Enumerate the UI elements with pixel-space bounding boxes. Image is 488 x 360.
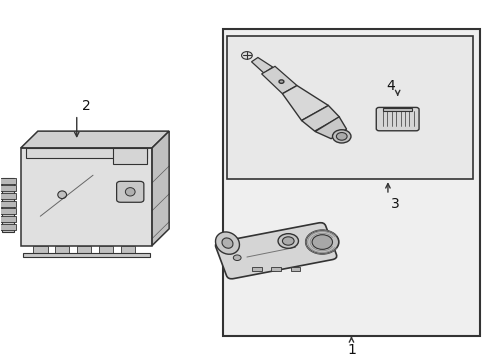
Bar — [290, 267, 300, 271]
Bar — [77, 246, 91, 253]
Ellipse shape — [222, 238, 232, 248]
Ellipse shape — [279, 80, 284, 84]
Polygon shape — [251, 58, 272, 73]
FancyBboxPatch shape — [116, 181, 143, 202]
Ellipse shape — [336, 132, 346, 140]
Ellipse shape — [332, 130, 350, 143]
Ellipse shape — [305, 230, 338, 254]
Bar — [21, 148, 152, 246]
Bar — [99, 246, 113, 253]
Polygon shape — [21, 131, 169, 148]
Ellipse shape — [125, 188, 135, 196]
Bar — [0, 208, 16, 215]
Bar — [2, 178, 14, 231]
Bar — [26, 148, 147, 158]
Ellipse shape — [311, 235, 332, 249]
FancyBboxPatch shape — [375, 107, 418, 131]
Ellipse shape — [282, 237, 293, 245]
Polygon shape — [301, 105, 339, 131]
Bar — [227, 36, 472, 179]
Ellipse shape — [233, 255, 241, 261]
Bar — [120, 246, 135, 253]
Bar — [0, 193, 16, 199]
Bar — [251, 267, 261, 271]
Ellipse shape — [241, 51, 252, 59]
Text: 3: 3 — [390, 197, 399, 211]
Polygon shape — [282, 86, 328, 121]
FancyBboxPatch shape — [215, 223, 336, 279]
Bar — [0, 185, 16, 192]
Polygon shape — [314, 117, 346, 139]
Bar — [222, 29, 479, 336]
Text: 4: 4 — [385, 79, 394, 93]
Bar — [0, 224, 16, 230]
Bar — [0, 177, 16, 184]
Ellipse shape — [215, 232, 239, 254]
Bar — [23, 252, 149, 257]
Bar — [271, 267, 281, 271]
Bar — [113, 148, 147, 163]
Polygon shape — [261, 66, 296, 94]
Ellipse shape — [58, 191, 66, 199]
Text: 2: 2 — [82, 99, 91, 113]
Bar — [0, 201, 16, 207]
Bar — [0, 216, 16, 222]
Text: 1: 1 — [346, 343, 355, 357]
Polygon shape — [152, 131, 169, 246]
Bar — [382, 108, 411, 111]
Bar — [33, 246, 47, 253]
Ellipse shape — [278, 234, 298, 248]
Bar — [55, 246, 69, 253]
